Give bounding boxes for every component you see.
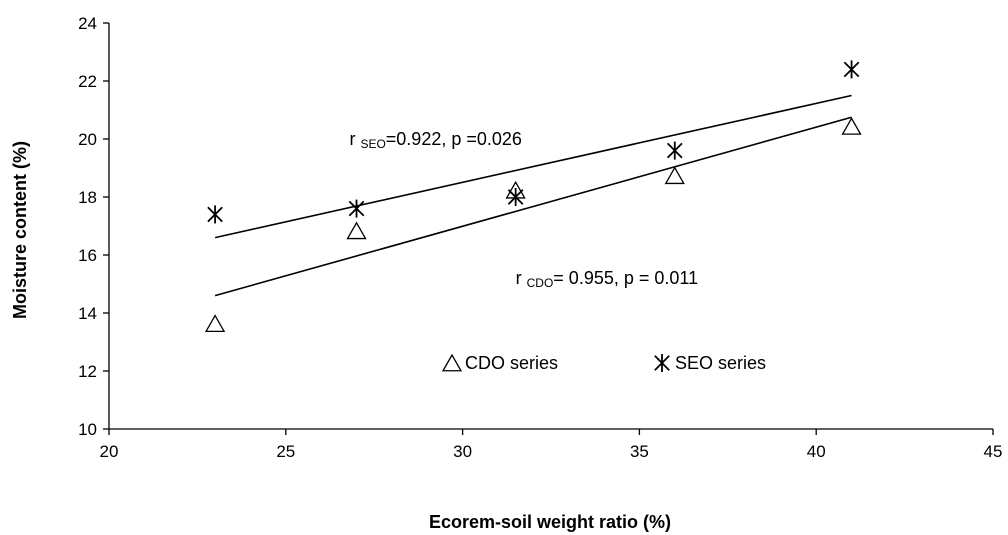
annotation-prefix: r bbox=[516, 268, 527, 288]
y-tick-label: 12 bbox=[78, 362, 97, 381]
trendlines bbox=[214, 94, 852, 297]
asterisk-stroke bbox=[666, 142, 683, 159]
annotation-prefix: r bbox=[349, 129, 360, 149]
x-tick-label: 40 bbox=[807, 442, 826, 461]
seo-point bbox=[207, 205, 223, 224]
asterisk-stroke bbox=[207, 206, 223, 223]
y-tick-label: 16 bbox=[78, 246, 97, 265]
annotation-text: = 0.955, p = 0.011 bbox=[553, 268, 698, 288]
seo-point bbox=[666, 141, 683, 160]
x-tick-label: 20 bbox=[100, 442, 119, 461]
y-axis-title: Moisture content (%) bbox=[10, 141, 30, 319]
y-tick-label: 10 bbox=[78, 420, 97, 439]
x-tick-label: 25 bbox=[276, 442, 295, 461]
legend-seo-marker bbox=[654, 354, 670, 372]
data-points bbox=[204, 60, 862, 333]
legend-cdo-label: CDO series bbox=[465, 353, 558, 373]
seo-trendline bbox=[214, 94, 852, 239]
y-tick-label: 22 bbox=[78, 72, 97, 91]
seo-point bbox=[843, 60, 860, 79]
tick-labels: 10 12 14 16 18 20 22 24 20 25 30 35 40 45 bbox=[78, 14, 1002, 461]
annotation-text: =0.922, p =0.026 bbox=[386, 129, 522, 149]
y-tick-label: 24 bbox=[78, 14, 97, 33]
y-tick-label: 20 bbox=[78, 130, 97, 149]
y-tick-label: 18 bbox=[78, 188, 97, 207]
x-tick-label: 35 bbox=[630, 442, 649, 461]
cdo-point bbox=[664, 166, 685, 185]
x-tick-label: 30 bbox=[453, 442, 472, 461]
annotation-seo: r SEO=0.922, p =0.026 bbox=[349, 129, 521, 151]
cdo-point bbox=[841, 117, 862, 135]
legend: CDO series SEO series bbox=[441, 353, 766, 373]
y-tick-label: 14 bbox=[78, 304, 97, 323]
annotation-subscript: SEO bbox=[360, 137, 385, 151]
legend-seo-label: SEO series bbox=[675, 353, 766, 373]
annotation-cdo: r CDO= 0.955, p = 0.011 bbox=[516, 268, 698, 290]
seo-point bbox=[507, 188, 524, 206]
asterisk-stroke bbox=[348, 200, 365, 217]
cdo-point bbox=[204, 314, 226, 333]
axes bbox=[103, 22, 994, 435]
annotation-subscript: CDO bbox=[527, 276, 554, 290]
asterisk-stroke bbox=[843, 61, 860, 78]
cdo-trendline bbox=[214, 116, 852, 297]
cdo-point bbox=[346, 221, 367, 240]
asterisk-stroke bbox=[654, 355, 670, 371]
x-axis-title: Ecorem-soil weight ratio (%) bbox=[429, 512, 671, 532]
seo-point bbox=[348, 199, 365, 218]
asterisk-stroke bbox=[507, 189, 524, 205]
x-tick-label: 45 bbox=[984, 442, 1003, 461]
legend-cdo-marker bbox=[441, 353, 463, 372]
